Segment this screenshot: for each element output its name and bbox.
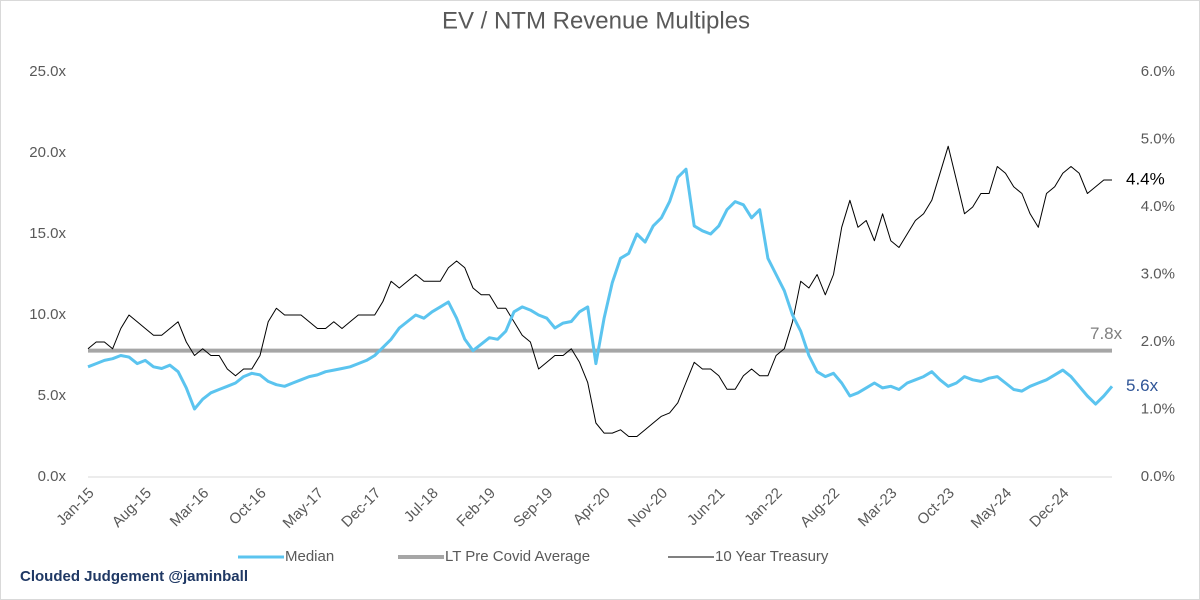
y-tick-label: 25.0x [29,63,66,80]
y-tick-label: 20.0x [29,144,66,161]
y2-tick-label: 6.0% [1141,63,1175,80]
end-label: 7.8x [1090,324,1123,343]
series-line [87,167,1114,411]
y-tick-label: 15.0x [29,225,66,242]
legend-label: 10 Year Treasury [715,548,829,565]
y2-tick-label: 0.0% [1141,468,1175,485]
y2-tick-label: 5.0% [1141,130,1175,147]
credit: Clouded Judgement @jaminball [20,568,248,585]
chart-title: EV / NTM Revenue Multiples [442,7,750,34]
y2-tick-label: 3.0% [1141,265,1175,282]
y-tick-label: 0.0x [38,468,67,485]
legend-label: Median [285,548,334,565]
legend-label: LT Pre Covid Average [445,548,590,565]
y2-tick-label: 2.0% [1141,333,1175,350]
y2-tick-label: 4.0% [1141,198,1175,215]
y-tick-label: 10.0x [29,306,66,323]
y-tick-label: 5.0x [38,387,67,404]
series-line [87,145,1112,437]
end-label: 4.4% [1126,169,1165,188]
y2-tick-label: 1.0% [1141,400,1175,417]
end-label: 5.6x [1126,376,1159,395]
